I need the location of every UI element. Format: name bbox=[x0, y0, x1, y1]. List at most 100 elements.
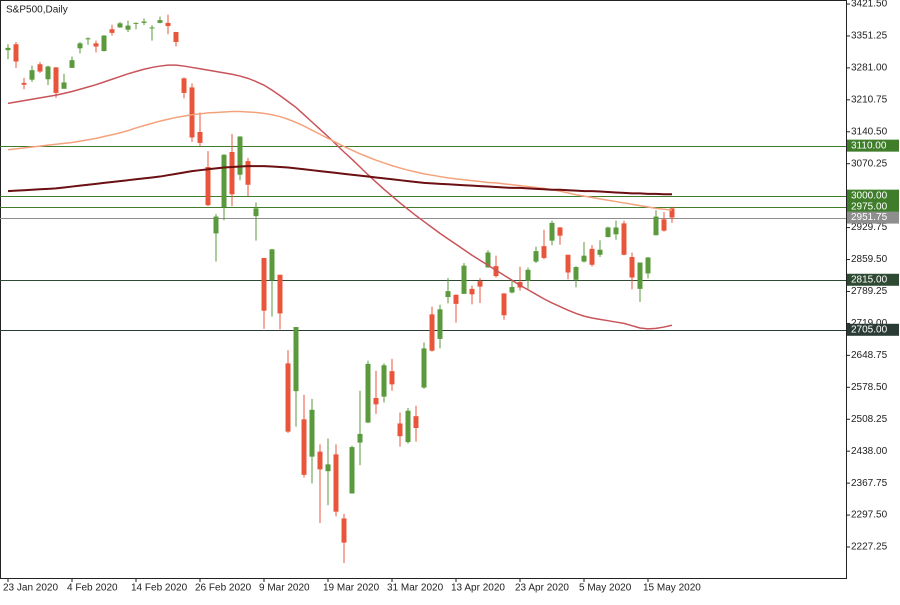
y-tick-label: 2929.75 bbox=[851, 222, 888, 233]
candle-body bbox=[245, 161, 251, 185]
candle-body bbox=[565, 254, 571, 273]
candle-body bbox=[149, 27, 155, 29]
level-label-bg bbox=[847, 189, 899, 202]
candle-body bbox=[285, 363, 291, 432]
candle-body bbox=[85, 38, 91, 40]
candle-body bbox=[141, 21, 147, 23]
candle-body bbox=[157, 20, 163, 23]
candle-body bbox=[133, 22, 139, 24]
candle-body bbox=[205, 167, 211, 206]
y-tick-label: 2438.00 bbox=[851, 446, 888, 457]
candle-body bbox=[93, 43, 99, 47]
moving-average bbox=[7, 110, 673, 211]
candle-body bbox=[613, 227, 619, 235]
candle-body bbox=[437, 309, 443, 339]
candle-body bbox=[477, 281, 483, 287]
x-tick-label: 23 Jan 2020 bbox=[3, 583, 58, 594]
candle-body bbox=[301, 419, 307, 475]
candle-body bbox=[429, 314, 435, 351]
candle-body bbox=[637, 262, 643, 289]
level-label: 3000.00 bbox=[851, 190, 888, 201]
candle-body bbox=[381, 365, 387, 397]
y-tick-label: 2367.75 bbox=[851, 478, 888, 489]
candle-body bbox=[197, 131, 203, 143]
candle-body bbox=[317, 451, 323, 470]
level-label-bg bbox=[847, 211, 899, 224]
y-tick-label: 2719.00 bbox=[851, 318, 888, 329]
candle-body bbox=[333, 454, 339, 512]
moving-average bbox=[7, 165, 672, 196]
candle-body bbox=[405, 410, 411, 443]
candle-body bbox=[453, 294, 459, 304]
x-tick-label: 5 May 2020 bbox=[579, 583, 632, 594]
candle-body bbox=[669, 208, 675, 218]
y-tick-label: 2227.25 bbox=[851, 542, 888, 553]
candle-body bbox=[165, 22, 171, 27]
y-tick-label: 3421.50 bbox=[851, 0, 888, 10]
candle-body bbox=[653, 216, 659, 236]
candle-body bbox=[213, 216, 219, 234]
x-tick-label: 23 Apr 2020 bbox=[515, 583, 569, 594]
candle-body bbox=[189, 87, 195, 138]
candle-body bbox=[501, 293, 507, 316]
candle-body bbox=[533, 251, 539, 262]
candle-body bbox=[229, 152, 235, 195]
chart-title: S&P500,Daily bbox=[6, 5, 68, 16]
x-tick-label: 15 May 2020 bbox=[643, 583, 701, 594]
candle-body bbox=[469, 288, 475, 295]
candle-body bbox=[117, 23, 123, 28]
candle-body bbox=[181, 78, 187, 93]
candle-body bbox=[493, 266, 499, 277]
y-tick-label: 3140.50 bbox=[851, 126, 888, 137]
y-tick-label: 2859.50 bbox=[851, 254, 888, 265]
candle-body bbox=[45, 66, 51, 80]
candle-body bbox=[349, 447, 355, 494]
candle-body bbox=[541, 246, 547, 258]
candle-body bbox=[293, 327, 299, 392]
candle-body bbox=[397, 423, 403, 437]
candle-body bbox=[661, 219, 667, 231]
candle-body bbox=[309, 409, 315, 457]
candle-body bbox=[509, 287, 515, 293]
y-tick-label: 2578.50 bbox=[851, 382, 888, 393]
candle-body bbox=[413, 416, 419, 428]
y-tick-label: 3210.75 bbox=[851, 94, 888, 105]
candle-body bbox=[445, 291, 451, 298]
y-tick-label: 2508.25 bbox=[851, 414, 888, 425]
y-tick-label: 2297.50 bbox=[851, 510, 888, 521]
candle-body bbox=[589, 248, 595, 265]
candle-body bbox=[277, 274, 283, 314]
candle-body bbox=[365, 363, 371, 423]
y-tick-label: 3070.25 bbox=[851, 158, 888, 169]
candle-body bbox=[221, 154, 227, 208]
candle-body bbox=[525, 269, 531, 281]
plot-frame bbox=[0, 0, 847, 579]
candle-body bbox=[581, 255, 587, 262]
candle-body bbox=[341, 518, 347, 543]
level-label: 2975.00 bbox=[851, 202, 888, 213]
level-label: 2951.75 bbox=[851, 212, 888, 223]
level-label: 2815.00 bbox=[851, 274, 888, 285]
candle-body bbox=[253, 208, 259, 217]
candle-body bbox=[389, 371, 395, 385]
candle-body bbox=[21, 82, 27, 85]
y-tick-label: 3281.00 bbox=[851, 63, 888, 74]
y-tick-label: 3351.25 bbox=[851, 31, 888, 42]
candle-body bbox=[109, 29, 115, 33]
candle-body bbox=[485, 252, 491, 268]
candle-body bbox=[373, 397, 379, 405]
candle-body bbox=[461, 265, 467, 294]
level-label-bg bbox=[847, 139, 899, 152]
level-label: 2705.00 bbox=[851, 324, 888, 335]
x-tick-label: 19 Mar 2020 bbox=[323, 583, 380, 594]
candle-body bbox=[125, 25, 131, 30]
candle-body bbox=[605, 227, 611, 238]
candle-body bbox=[69, 60, 75, 68]
level-label-bg bbox=[847, 273, 899, 286]
y-tick-label: 2789.25 bbox=[851, 286, 888, 297]
candle-body bbox=[325, 464, 331, 472]
candle-body bbox=[261, 257, 267, 311]
y-tick-label: 2648.75 bbox=[851, 350, 888, 361]
candle-body bbox=[573, 267, 579, 280]
